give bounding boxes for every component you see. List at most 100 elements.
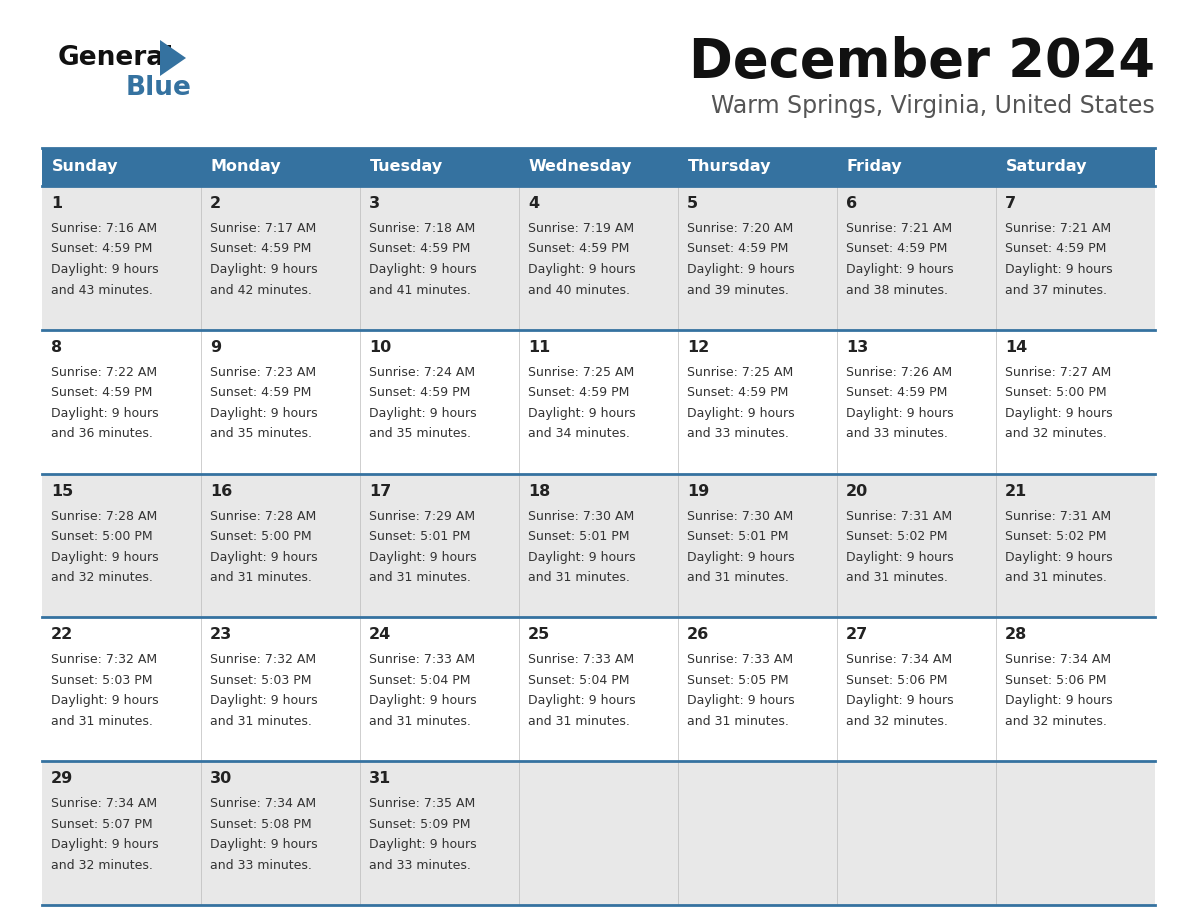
Text: Sunrise: 7:34 AM: Sunrise: 7:34 AM bbox=[51, 797, 157, 811]
Text: Sunset: 5:09 PM: Sunset: 5:09 PM bbox=[369, 818, 470, 831]
Text: 21: 21 bbox=[1005, 484, 1028, 498]
Text: General: General bbox=[58, 45, 175, 71]
Text: 27: 27 bbox=[846, 627, 868, 643]
Text: Daylight: 9 hours: Daylight: 9 hours bbox=[846, 263, 954, 276]
Text: 13: 13 bbox=[846, 340, 868, 354]
Text: 28: 28 bbox=[1005, 627, 1028, 643]
Text: and 32 minutes.: and 32 minutes. bbox=[51, 571, 153, 584]
Text: 4: 4 bbox=[527, 196, 539, 211]
Text: 12: 12 bbox=[687, 340, 709, 354]
Text: Sunrise: 7:25 AM: Sunrise: 7:25 AM bbox=[527, 365, 634, 379]
Text: Tuesday: Tuesday bbox=[369, 160, 443, 174]
Text: Daylight: 9 hours: Daylight: 9 hours bbox=[51, 694, 159, 708]
Text: and 32 minutes.: and 32 minutes. bbox=[846, 715, 948, 728]
Text: and 31 minutes.: and 31 minutes. bbox=[51, 715, 153, 728]
Text: and 41 minutes.: and 41 minutes. bbox=[369, 284, 470, 297]
Text: Sunset: 4:59 PM: Sunset: 4:59 PM bbox=[687, 242, 789, 255]
Text: and 32 minutes.: and 32 minutes. bbox=[51, 858, 153, 872]
Text: Sunset: 5:05 PM: Sunset: 5:05 PM bbox=[687, 674, 789, 687]
Text: and 36 minutes.: and 36 minutes. bbox=[51, 427, 153, 441]
Text: and 33 minutes.: and 33 minutes. bbox=[369, 858, 470, 872]
Text: Sunrise: 7:20 AM: Sunrise: 7:20 AM bbox=[687, 222, 794, 235]
Text: Thursday: Thursday bbox=[688, 160, 771, 174]
Text: and 35 minutes.: and 35 minutes. bbox=[369, 427, 470, 441]
Text: and 32 minutes.: and 32 minutes. bbox=[1005, 427, 1107, 441]
Text: 19: 19 bbox=[687, 484, 709, 498]
Text: Sunrise: 7:21 AM: Sunrise: 7:21 AM bbox=[1005, 222, 1111, 235]
Text: Daylight: 9 hours: Daylight: 9 hours bbox=[51, 838, 159, 851]
Text: and 43 minutes.: and 43 minutes. bbox=[51, 284, 153, 297]
Text: Sunrise: 7:30 AM: Sunrise: 7:30 AM bbox=[527, 509, 634, 522]
Text: 3: 3 bbox=[369, 196, 380, 211]
Text: Sunrise: 7:29 AM: Sunrise: 7:29 AM bbox=[369, 509, 475, 522]
Text: and 39 minutes.: and 39 minutes. bbox=[687, 284, 789, 297]
Bar bbox=[42, 761, 1155, 905]
Text: Sunset: 5:07 PM: Sunset: 5:07 PM bbox=[51, 818, 152, 831]
Text: Daylight: 9 hours: Daylight: 9 hours bbox=[527, 551, 636, 564]
Text: 29: 29 bbox=[51, 771, 74, 786]
Text: Sunrise: 7:31 AM: Sunrise: 7:31 AM bbox=[1005, 509, 1111, 522]
Text: Sunrise: 7:17 AM: Sunrise: 7:17 AM bbox=[210, 222, 316, 235]
Text: Daylight: 9 hours: Daylight: 9 hours bbox=[210, 407, 317, 420]
Text: Daylight: 9 hours: Daylight: 9 hours bbox=[527, 694, 636, 708]
Text: 23: 23 bbox=[210, 627, 232, 643]
Text: Daylight: 9 hours: Daylight: 9 hours bbox=[846, 694, 954, 708]
Text: Sunset: 5:00 PM: Sunset: 5:00 PM bbox=[1005, 386, 1107, 399]
Text: 9: 9 bbox=[210, 340, 221, 354]
Text: 7: 7 bbox=[1005, 196, 1016, 211]
Text: Sunrise: 7:34 AM: Sunrise: 7:34 AM bbox=[846, 654, 952, 666]
Text: Blue: Blue bbox=[126, 75, 192, 101]
Text: Daylight: 9 hours: Daylight: 9 hours bbox=[846, 407, 954, 420]
Text: Sunrise: 7:25 AM: Sunrise: 7:25 AM bbox=[687, 365, 794, 379]
Text: Daylight: 9 hours: Daylight: 9 hours bbox=[210, 838, 317, 851]
Text: and 31 minutes.: and 31 minutes. bbox=[369, 571, 470, 584]
Text: Sunday: Sunday bbox=[52, 160, 119, 174]
Text: Sunrise: 7:30 AM: Sunrise: 7:30 AM bbox=[687, 509, 794, 522]
Bar bbox=[42, 330, 1155, 474]
Text: Daylight: 9 hours: Daylight: 9 hours bbox=[210, 551, 317, 564]
Text: Daylight: 9 hours: Daylight: 9 hours bbox=[1005, 551, 1113, 564]
Text: 25: 25 bbox=[527, 627, 550, 643]
Text: Sunset: 4:59 PM: Sunset: 4:59 PM bbox=[369, 386, 470, 399]
Text: Sunset: 4:59 PM: Sunset: 4:59 PM bbox=[846, 386, 947, 399]
Text: Wednesday: Wednesday bbox=[529, 160, 632, 174]
Text: 11: 11 bbox=[527, 340, 550, 354]
Text: Sunrise: 7:32 AM: Sunrise: 7:32 AM bbox=[210, 654, 316, 666]
Text: Sunset: 5:06 PM: Sunset: 5:06 PM bbox=[846, 674, 948, 687]
Polygon shape bbox=[160, 40, 187, 76]
Text: Sunrise: 7:28 AM: Sunrise: 7:28 AM bbox=[210, 509, 316, 522]
Text: Sunrise: 7:26 AM: Sunrise: 7:26 AM bbox=[846, 365, 952, 379]
Text: Sunset: 5:08 PM: Sunset: 5:08 PM bbox=[210, 818, 311, 831]
Bar bbox=[42, 474, 1155, 618]
Text: Daylight: 9 hours: Daylight: 9 hours bbox=[51, 551, 159, 564]
Text: 17: 17 bbox=[369, 484, 391, 498]
Text: and 31 minutes.: and 31 minutes. bbox=[687, 571, 789, 584]
Text: Daylight: 9 hours: Daylight: 9 hours bbox=[687, 694, 795, 708]
Text: Sunset: 4:59 PM: Sunset: 4:59 PM bbox=[51, 386, 152, 399]
Text: Daylight: 9 hours: Daylight: 9 hours bbox=[687, 551, 795, 564]
Text: Sunrise: 7:34 AM: Sunrise: 7:34 AM bbox=[1005, 654, 1111, 666]
Text: and 34 minutes.: and 34 minutes. bbox=[527, 427, 630, 441]
Text: Sunrise: 7:32 AM: Sunrise: 7:32 AM bbox=[51, 654, 157, 666]
Text: and 35 minutes.: and 35 minutes. bbox=[210, 427, 312, 441]
Bar bbox=[42, 186, 1155, 330]
Text: Daylight: 9 hours: Daylight: 9 hours bbox=[210, 263, 317, 276]
Text: 2: 2 bbox=[210, 196, 221, 211]
Text: Sunrise: 7:22 AM: Sunrise: 7:22 AM bbox=[51, 365, 157, 379]
Text: 24: 24 bbox=[369, 627, 391, 643]
Text: and 38 minutes.: and 38 minutes. bbox=[846, 284, 948, 297]
Text: and 31 minutes.: and 31 minutes. bbox=[846, 571, 948, 584]
Text: Daylight: 9 hours: Daylight: 9 hours bbox=[369, 263, 476, 276]
Text: Daylight: 9 hours: Daylight: 9 hours bbox=[687, 263, 795, 276]
Text: Sunrise: 7:27 AM: Sunrise: 7:27 AM bbox=[1005, 365, 1111, 379]
Text: Sunset: 5:00 PM: Sunset: 5:00 PM bbox=[210, 530, 311, 543]
Text: Daylight: 9 hours: Daylight: 9 hours bbox=[369, 838, 476, 851]
Text: Sunrise: 7:33 AM: Sunrise: 7:33 AM bbox=[687, 654, 794, 666]
Text: Sunrise: 7:18 AM: Sunrise: 7:18 AM bbox=[369, 222, 475, 235]
Text: Sunrise: 7:33 AM: Sunrise: 7:33 AM bbox=[527, 654, 634, 666]
Text: Sunrise: 7:33 AM: Sunrise: 7:33 AM bbox=[369, 654, 475, 666]
Text: Daylight: 9 hours: Daylight: 9 hours bbox=[1005, 407, 1113, 420]
Text: Sunrise: 7:35 AM: Sunrise: 7:35 AM bbox=[369, 797, 475, 811]
Text: 15: 15 bbox=[51, 484, 74, 498]
Text: Friday: Friday bbox=[847, 160, 903, 174]
